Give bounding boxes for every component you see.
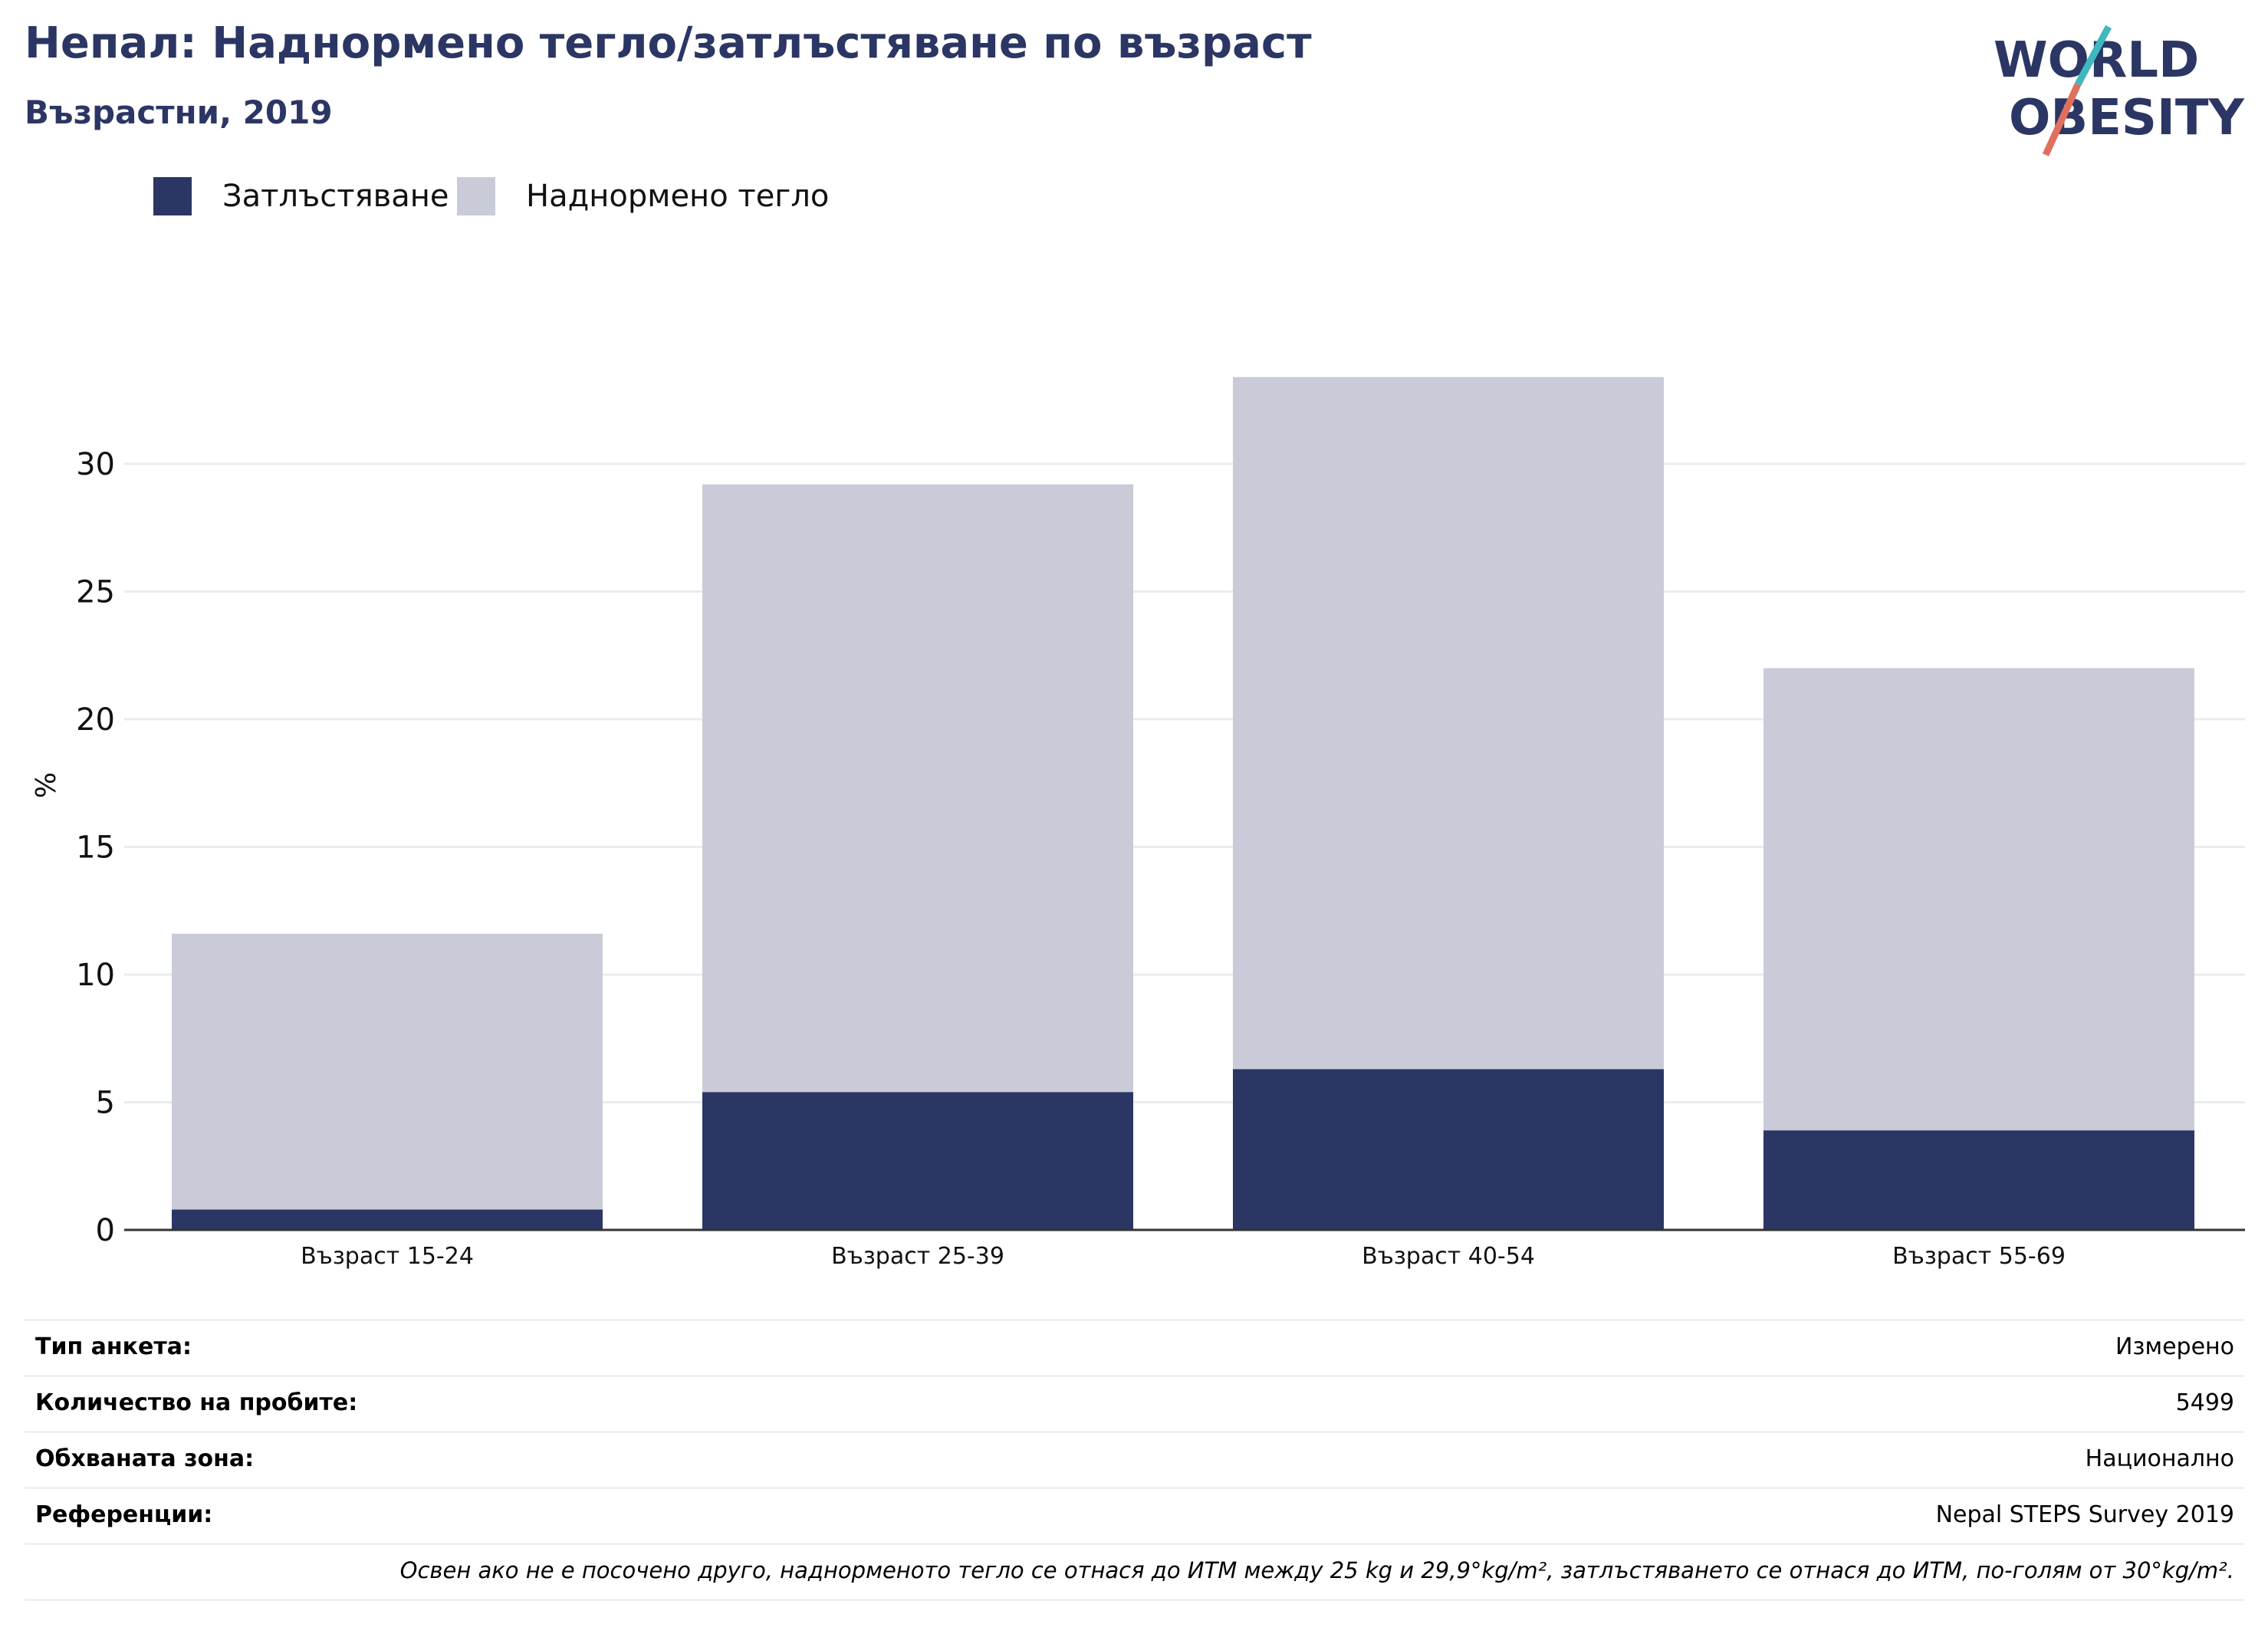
info-value: Nepal STEPS Survey 2019 [1935, 1501, 2234, 1528]
y-tick-label: 5 [96, 1086, 115, 1121]
chart-subtitle: Възрастни, 2019 [25, 94, 333, 131]
y-tick-label: 20 [76, 702, 115, 738]
info-label: Референции: [35, 1501, 213, 1528]
world-obesity-logo: WORLD OBESITY [1994, 25, 2244, 156]
bar-overweight [702, 484, 1133, 1093]
x-tick-label: Възраст 15-24 [301, 1243, 474, 1270]
y-axis-label: % [31, 772, 62, 798]
y-tick-label: 10 [76, 958, 115, 993]
bar-obesity [1763, 1130, 2194, 1230]
info-label: Тип анкета: [35, 1333, 192, 1360]
x-tick-label: Възраст 25-39 [831, 1243, 1004, 1270]
y-tick-label: 15 [76, 830, 115, 866]
info-row-area-covered: Обхваната зона: Национално [25, 1431, 2245, 1487]
bar-overweight [172, 933, 603, 1210]
legend-item-overweight: Наднормено тегло [457, 176, 829, 216]
definition-note: Освен ако не е посочено друго, наднормен… [25, 1543, 2245, 1601]
bar-obesity [1233, 1069, 1664, 1230]
info-label: Обхваната зона: [35, 1445, 255, 1472]
bar-chart: 0 5 10 15 20 25 30% Възраст 15-24 Възраст 25-39 В… [31, 376, 2245, 1270]
y-tick-label: 0 [96, 1213, 115, 1248]
info-row-survey-type: Тип анкета: Измерено [25, 1319, 2245, 1375]
legend-swatch-overweight [457, 177, 495, 215]
svg-text:WORLD: WORLD [1994, 32, 2199, 89]
legend-label-obesity: Затлъстяване [222, 179, 449, 214]
svg-text:OBESITY: OBESITY [2009, 90, 2244, 146]
y-tick-label: 25 [76, 575, 115, 610]
bar-obesity [172, 1209, 603, 1230]
info-label: Количество на пробите: [35, 1389, 358, 1416]
bar-overweight [1233, 376, 1664, 1070]
x-tick-label: Възраст 40-54 [1362, 1243, 1535, 1270]
legend-swatch-obesity [153, 177, 192, 215]
definition-note-text: Освен ако не е посочено друго, наднормен… [399, 1557, 2234, 1583]
bar-obesity [702, 1092, 1133, 1230]
y-tick-label: 30 [76, 447, 115, 482]
x-tick-label: Възраст 55-69 [1892, 1243, 2066, 1270]
chart-title: Непал: Наднормено тегло/затлъстяване по … [25, 18, 1312, 68]
legend-label-overweight: Наднормено тегло [526, 179, 830, 214]
info-value: 5499 [2175, 1389, 2234, 1416]
bar-overweight [1763, 668, 2194, 1131]
info-row-references: Референции: Nepal STEPS Survey 2019 [25, 1487, 2245, 1543]
legend-item-obesity: Затлъстяване [153, 176, 449, 216]
info-value: Национално [2085, 1445, 2234, 1472]
info-value: Измерено [2115, 1333, 2234, 1360]
info-row-sample-size: Количество на пробите: 5499 [25, 1375, 2245, 1431]
info-table: Тип анкета: Измерено Количество на проби… [25, 1319, 2245, 1601]
